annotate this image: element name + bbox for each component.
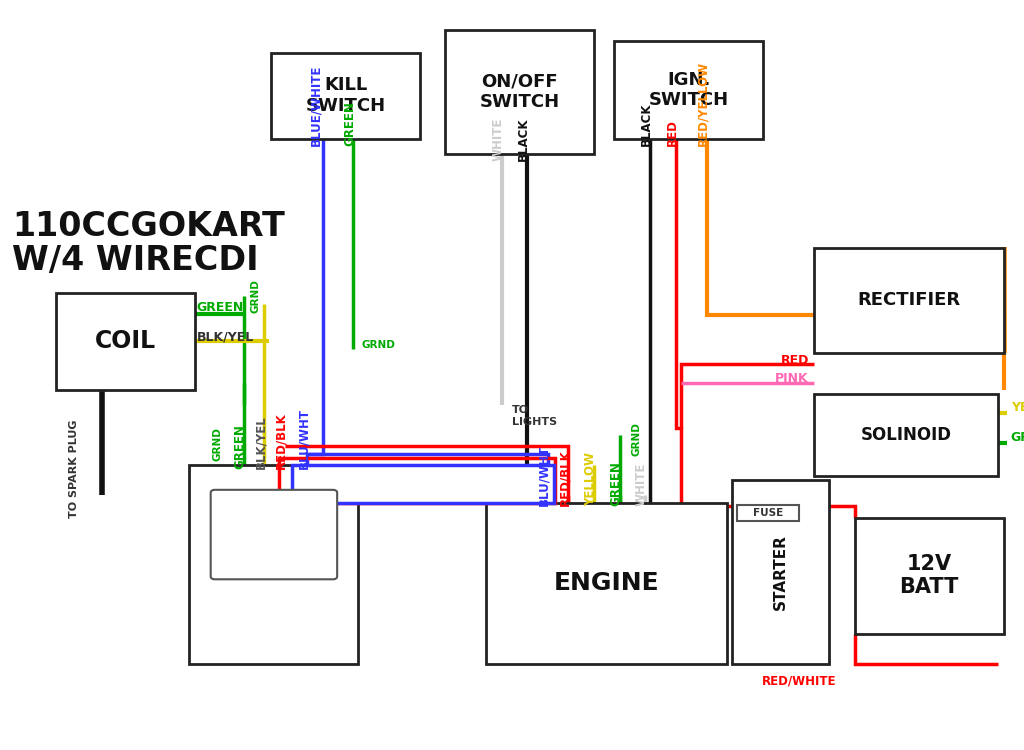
Text: GREEN: GREEN [1011, 430, 1024, 444]
Bar [614, 41, 763, 139]
Text: RED/BLK: RED/BLK [558, 449, 571, 506]
Text: WHITE: WHITE [635, 463, 648, 506]
Text: BLUE/WHITE: BLUE/WHITE [309, 65, 323, 146]
Text: TO
LIGHTS: TO LIGHTS [512, 405, 557, 427]
Text: SOLINOID: SOLINOID [861, 426, 951, 444]
Text: YELLOW: YELLOW [584, 452, 597, 506]
Text: CDI: CDI [250, 552, 298, 576]
Text: ON/OFF
SWITCH: ON/OFF SWITCH [479, 73, 560, 111]
FancyBboxPatch shape [211, 490, 337, 579]
Text: GREEN: GREEN [343, 101, 356, 146]
Bar [855, 518, 1004, 634]
Bar [56, 292, 195, 390]
Bar [814, 394, 998, 476]
Bar [737, 505, 799, 521]
Text: RED: RED [666, 119, 679, 146]
Text: COIL: COIL [95, 329, 156, 353]
Text: RED/YELLOW: RED/YELLOW [696, 62, 710, 146]
Text: RECTIFIER: RECTIFIER [857, 291, 961, 309]
Text: RED: RED [780, 353, 809, 367]
Text: BLACK: BLACK [517, 118, 530, 161]
Bar [486, 503, 727, 664]
Text: TO SPARK PLUG: TO SPARK PLUG [69, 420, 79, 518]
Text: GRND: GRND [213, 427, 223, 461]
Text: BLU/WHT: BLU/WHT [297, 408, 310, 469]
Bar [445, 30, 594, 154]
Text: FUSE: FUSE [753, 508, 783, 518]
Text: STARTER: STARTER [773, 534, 788, 610]
Text: ENGINE: ENGINE [554, 572, 659, 596]
Text: GREEN: GREEN [609, 461, 623, 506]
Text: 110CCGOKART
W/4 WIRECDI: 110CCGOKART W/4 WIRECDI [12, 210, 285, 278]
Bar [189, 465, 358, 664]
Text: 12V
BATT: 12V BATT [900, 554, 958, 597]
Text: BLK/YEL: BLK/YEL [197, 331, 254, 344]
Text: YELLOW: YELLOW [1011, 400, 1024, 414]
Text: GRND: GRND [632, 422, 642, 456]
Text: RED/BLK: RED/BLK [274, 412, 288, 469]
Text: GRND: GRND [251, 279, 261, 314]
Bar [279, 458, 555, 503]
Text: KILL
SWITCH: KILL SWITCH [305, 76, 386, 115]
Text: IGN.
SWITCH: IGN. SWITCH [648, 70, 729, 110]
Bar [292, 465, 554, 503]
Bar [271, 53, 420, 139]
Bar [732, 480, 829, 664]
Text: WHITE: WHITE [492, 118, 505, 161]
Text: BLK/YEL: BLK/YEL [254, 415, 267, 469]
Text: BLU/WHT: BLU/WHT [538, 446, 551, 506]
Text: GREEN: GREEN [233, 424, 247, 469]
Bar [814, 248, 1004, 352]
Text: BLACK: BLACK [640, 103, 653, 146]
Text: GRND: GRND [361, 340, 395, 350]
Text: GREEN: GREEN [197, 301, 244, 314]
Text: RED/WHITE: RED/WHITE [762, 675, 836, 688]
Text: PINK: PINK [775, 372, 809, 386]
